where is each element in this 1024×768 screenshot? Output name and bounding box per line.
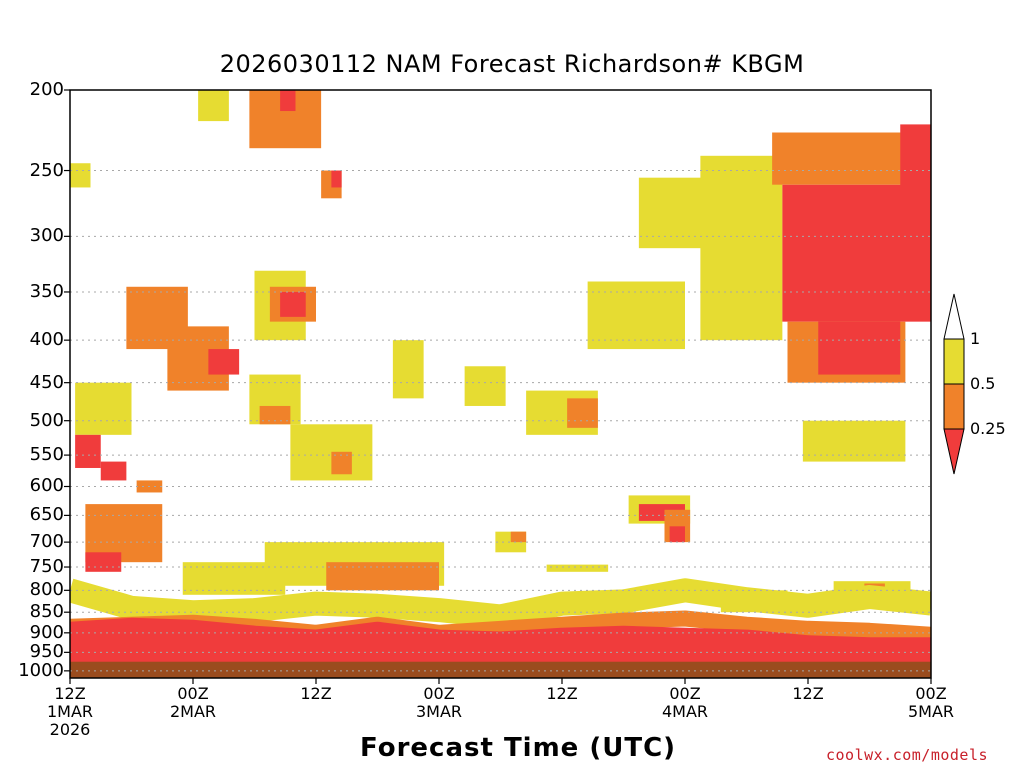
ytick-label-350: 350: [29, 280, 64, 302]
ytick-label-1000: 1000: [18, 659, 64, 681]
ri-region-11: [280, 291, 306, 317]
legend-swatch-orange: [943, 383, 965, 430]
colorbar-legend: [943, 293, 965, 475]
ri-region-43: [900, 124, 931, 237]
xtick-label-7: 00Z 5MAR: [907, 684, 955, 721]
ytick-label-500: 500: [29, 409, 64, 431]
ytick-label-300: 300: [29, 225, 64, 247]
xtick-label-5: 00Z 4MAR: [661, 684, 709, 721]
ri-region-8: [208, 349, 240, 375]
ri-region-45: [818, 321, 901, 375]
ri-region-30: [510, 531, 527, 543]
xtick-label-3: 00Z 3MAR: [415, 684, 463, 721]
xtick-label-0: 12Z 1MAR 2026: [46, 684, 94, 739]
xtick-label-1: 00Z 2MAR: [169, 684, 217, 721]
ri-region-36: [587, 281, 685, 350]
ri-region-24: [326, 562, 439, 591]
ri-region-18: [100, 461, 127, 481]
ytick-label-200: 200: [29, 79, 64, 100]
ground-fill: [70, 661, 931, 678]
ri-region-25: [392, 340, 424, 399]
x-axis-title: Forecast Time (UTC): [360, 733, 677, 763]
ri-region-0: [70, 163, 91, 188]
site-credit: coolwx.com/models: [826, 746, 989, 764]
x-tick-marks: [69, 678, 932, 684]
ytick-label-650: 650: [29, 504, 64, 526]
ri-region-1: [198, 90, 229, 122]
ytick-label-850: 850: [29, 601, 64, 623]
ri-region-21: [85, 552, 122, 572]
ri-region-15: [331, 451, 352, 475]
legend-label-1: 0.5: [970, 374, 996, 393]
ytick-label-750: 750: [29, 556, 64, 578]
ri-region-13: [259, 405, 291, 425]
boundary-layer-bands: [70, 578, 931, 672]
ytick-label-600: 600: [29, 475, 64, 497]
legend-label-0: 1: [970, 329, 981, 348]
ri-region-17: [75, 434, 101, 468]
chart-title: 2026030112 NAM Forecast Richardson# KBGM: [219, 50, 805, 78]
ytick-label-400: 400: [29, 329, 64, 351]
ri-band-0: [70, 578, 931, 629]
legend-swatch-yellow: [943, 338, 965, 385]
ytick-label-700: 700: [29, 531, 64, 553]
plot-frame: [69, 89, 932, 679]
y-tick-marks: [64, 89, 70, 672]
ri-region-16: [75, 382, 132, 435]
ri-region-28: [567, 398, 598, 428]
xtick-label-6: 12Z: [792, 684, 824, 703]
ri-band-3: [70, 640, 931, 672]
ytick-label-450: 450: [29, 371, 64, 393]
ri-region-26: [464, 366, 506, 406]
ri-region-35: [669, 526, 685, 543]
ri-region-38: [638, 177, 711, 249]
ri-region-31: [546, 564, 609, 572]
ytick-label-950: 950: [29, 641, 64, 663]
legend-bottom-arrow: [943, 428, 965, 475]
ri-region-3: [280, 90, 296, 112]
legend-label-2: 0.25: [970, 419, 1006, 438]
ytick-label-800: 800: [29, 579, 64, 601]
ri-region-5: [331, 170, 342, 188]
ytick-label-900: 900: [29, 621, 64, 643]
xtick-label-4: 12Z: [546, 684, 578, 703]
ytick-label-550: 550: [29, 444, 64, 466]
xtick-label-2: 12Z: [300, 684, 332, 703]
ytick-label-250: 250: [29, 159, 64, 181]
ri-region-46: [802, 420, 906, 462]
ri-region-40: [700, 155, 783, 341]
legend-top-arrow: [943, 293, 965, 340]
